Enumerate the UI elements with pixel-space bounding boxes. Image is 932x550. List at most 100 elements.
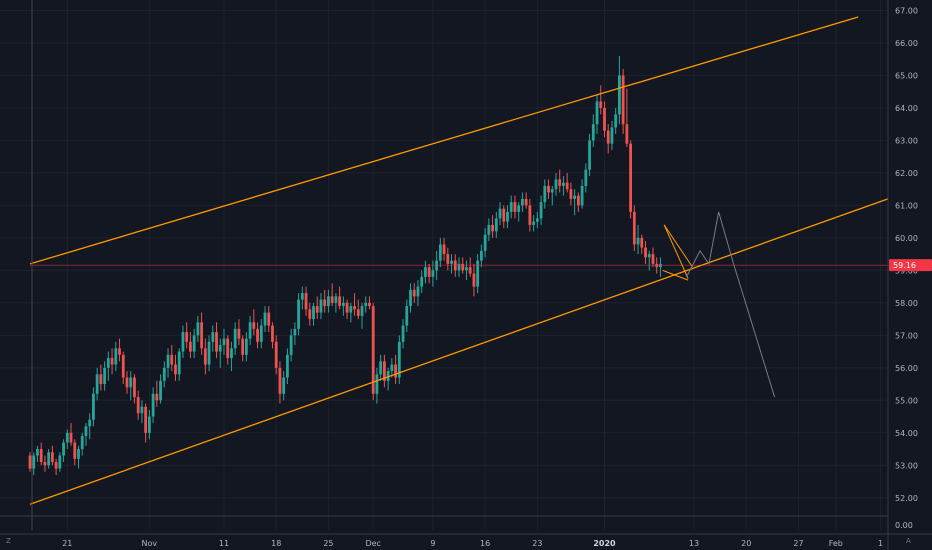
candle-body <box>491 224 494 232</box>
candle-body <box>181 332 185 352</box>
candle-body <box>293 328 297 336</box>
candle-body <box>603 107 606 131</box>
candle-body <box>431 270 435 277</box>
candle-body <box>174 364 177 375</box>
candle-body <box>144 406 148 433</box>
candle-body <box>595 101 599 125</box>
candle-body <box>177 351 181 375</box>
candle-body <box>267 312 271 326</box>
candle-body <box>259 325 263 342</box>
candle-body <box>651 254 655 264</box>
candle-body <box>155 393 159 401</box>
x-tick-label: Dec <box>365 539 380 548</box>
candle-body <box>230 348 233 359</box>
projection-path <box>686 211 776 398</box>
y-tick-label: 52.00 <box>895 494 918 503</box>
candle-body <box>584 169 588 186</box>
candle-body <box>159 380 162 401</box>
candle-body <box>487 224 491 235</box>
candle-body <box>606 130 610 144</box>
candle-body <box>457 263 461 271</box>
candle-body <box>599 101 603 108</box>
candle-body <box>54 462 58 469</box>
candle-body <box>129 377 133 388</box>
candle-body <box>375 374 379 394</box>
candle-body <box>215 332 218 352</box>
candle-body <box>65 432 69 443</box>
candle-body <box>315 306 319 313</box>
x-tick-label: 13 <box>689 539 699 548</box>
candle-body <box>360 306 364 316</box>
candle-body <box>151 393 155 417</box>
candle-body <box>32 455 36 469</box>
candle-body <box>629 143 632 212</box>
candle-body <box>278 367 282 394</box>
wedge-line <box>662 269 689 281</box>
candle-body <box>368 302 371 307</box>
candle-body <box>233 328 237 349</box>
x-tick-label: Nov <box>142 539 158 548</box>
candle-body <box>506 211 509 222</box>
candle-body <box>244 338 248 355</box>
candle-body <box>450 260 453 264</box>
candle-body <box>465 267 468 271</box>
scale-mode-z-button[interactable]: Z <box>6 537 11 545</box>
x-tick-label: 2020 <box>593 539 616 548</box>
candle-body <box>591 124 595 141</box>
candle-body <box>203 348 207 365</box>
x-tick-label: 11 <box>219 539 229 548</box>
x-tick-label: 25 <box>323 539 333 548</box>
candle-body <box>621 75 625 125</box>
candle-body <box>308 309 312 320</box>
candle-body <box>647 254 651 258</box>
candle-body <box>274 341 278 368</box>
candle-body <box>136 397 140 414</box>
price-tags: 59.16 <box>889 259 932 272</box>
candle-body <box>170 354 174 365</box>
candle-body <box>99 374 103 385</box>
x-tick-label: Feb <box>829 539 843 548</box>
candle-body <box>483 234 487 251</box>
candle-body <box>80 436 84 450</box>
channel-lower-line <box>29 198 889 505</box>
candle-body <box>379 361 383 375</box>
candle-body <box>371 306 375 394</box>
candle-body <box>502 208 506 222</box>
candle-body <box>297 299 300 329</box>
candle-body <box>185 332 189 342</box>
candle-body <box>397 341 401 378</box>
candle-body <box>494 218 498 232</box>
candle-body <box>632 211 636 245</box>
wedge-line <box>663 224 689 279</box>
candle-body <box>524 198 528 206</box>
candle-body <box>189 341 192 352</box>
candle-body <box>263 312 267 326</box>
y-tick-label: 66.00 <box>895 39 918 48</box>
auto-scale-a-button[interactable]: A <box>906 537 911 545</box>
y-tick-label: 58.00 <box>895 299 918 308</box>
y-tick-label: 57.00 <box>895 331 918 340</box>
candle-body <box>442 244 446 255</box>
candle-body <box>513 202 517 212</box>
candle-body <box>77 449 80 459</box>
candle-body <box>353 306 356 310</box>
candle-body <box>405 306 409 326</box>
candle-body <box>28 455 32 469</box>
candle-body <box>580 185 584 206</box>
x-tick-label: 18 <box>271 539 281 548</box>
candle-body <box>118 348 121 355</box>
x-tick-label: 21 <box>62 539 72 548</box>
candle-body <box>446 254 450 264</box>
y-tick-label: 55.00 <box>895 396 918 405</box>
candle-body <box>558 179 562 186</box>
candle-body <box>218 345 222 352</box>
candle-body <box>576 195 580 206</box>
candle-body <box>476 260 480 287</box>
wedge-line <box>663 224 693 268</box>
candle-body <box>394 364 397 378</box>
candle-body <box>550 189 554 193</box>
candle-body <box>222 338 226 346</box>
candle-body <box>532 221 536 225</box>
x-tick-label: 23 <box>532 539 542 548</box>
